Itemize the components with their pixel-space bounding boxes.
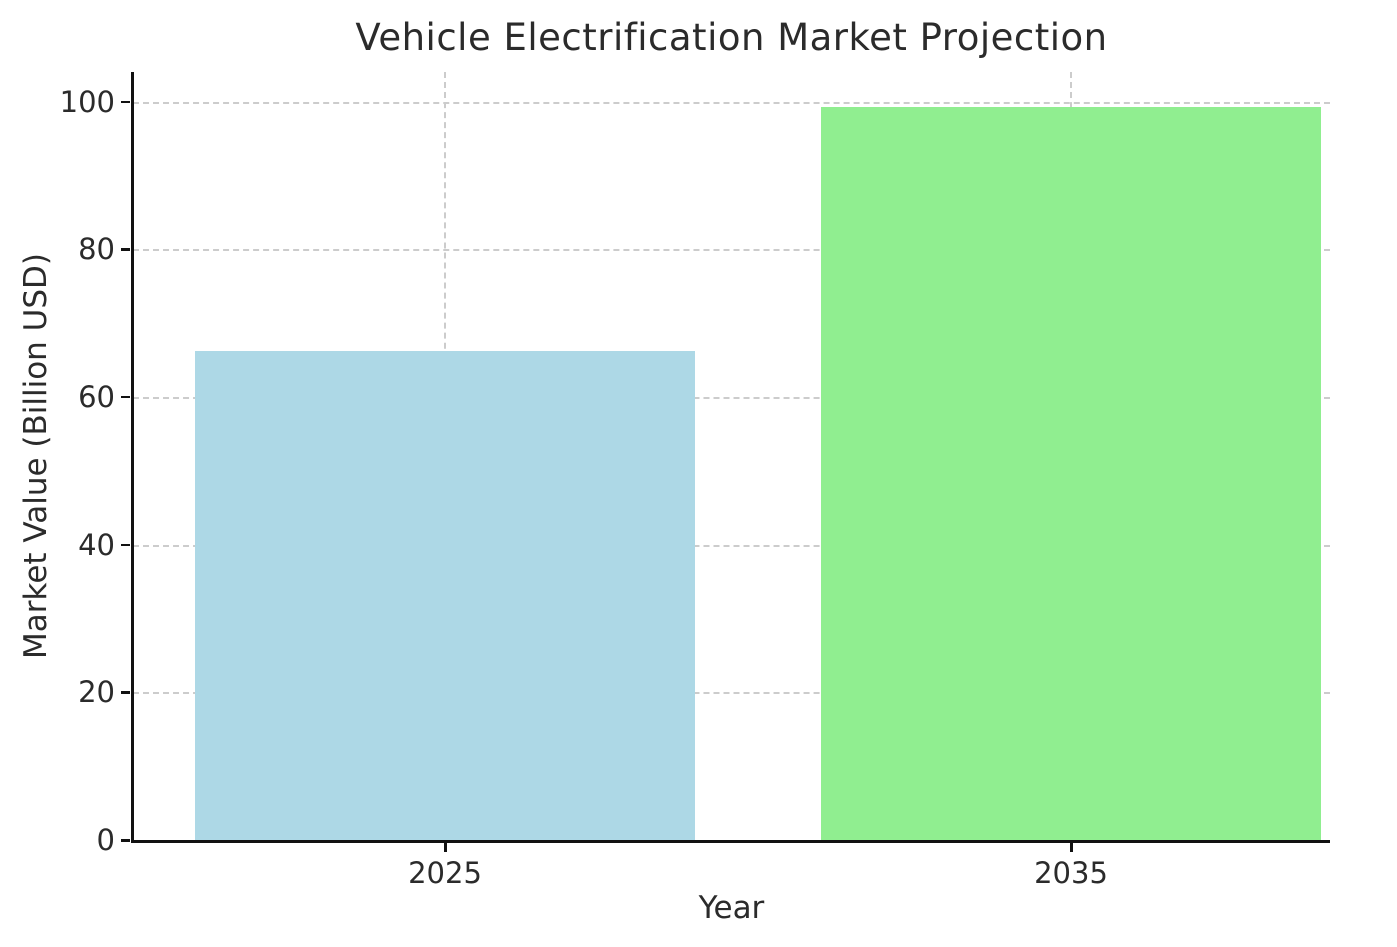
- x-axis-label: Year: [698, 890, 765, 926]
- gridline-horizontal: [133, 396, 1330, 399]
- x-tick-label-2025: 2025: [408, 856, 482, 890]
- x-axis-spine: [131, 840, 1330, 843]
- y-tick-label: 80: [78, 232, 115, 267]
- plot-area: 0 20 40 60 80 100 2025 2035: [60, 72, 1330, 890]
- y-tick-label: 20: [78, 675, 115, 710]
- y-tick-label: 0: [96, 823, 115, 857]
- bar-2035: [821, 106, 1321, 840]
- chart-title: Vehicle Electrification Market Projectio…: [355, 16, 1108, 59]
- bar-2025: [195, 351, 695, 840]
- gridline-horizontal: [133, 101, 1330, 104]
- y-tick-label: 60: [78, 379, 115, 414]
- y-tick-mark: [121, 248, 130, 251]
- y-tick-mark: [121, 100, 130, 104]
- y-tick-mark: [121, 395, 130, 399]
- gridline-horizontal: [133, 249, 1330, 252]
- x-tick-mark: [444, 843, 447, 852]
- y-tick-mark: [121, 839, 130, 842]
- y-tick-mark: [121, 691, 130, 694]
- x-tick-label-2035: 2035: [1034, 856, 1108, 890]
- y-tick-mark: [121, 543, 130, 547]
- y-tick-label: 40: [78, 527, 115, 562]
- gridline-horizontal: [133, 692, 1330, 695]
- x-tick-mark: [1070, 843, 1073, 852]
- gridline-horizontal: [133, 544, 1330, 547]
- y-axis-label: Market Value (Billion USD): [18, 252, 54, 660]
- y-tick-label: 100: [59, 84, 115, 119]
- y-axis-spine: [131, 72, 134, 840]
